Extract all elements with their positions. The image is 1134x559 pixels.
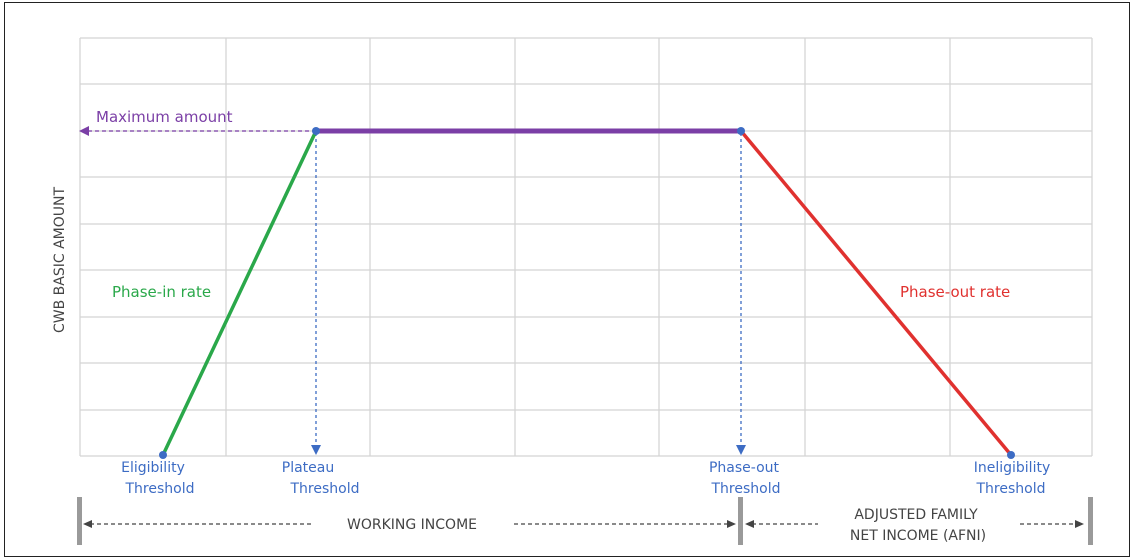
afni-arrow-right xyxy=(1075,520,1084,528)
phaseout-drop-arrowhead xyxy=(736,445,746,455)
phase-in-line xyxy=(161,130,318,456)
right-bracket-bar xyxy=(1088,497,1093,545)
ineligibility-threshold-label-line2: Threshold xyxy=(976,481,1046,497)
ineligibility-threshold-label-line1: Ineligibility xyxy=(974,460,1051,476)
y-axis-label: CWB BASIC AMOUNT xyxy=(52,187,68,333)
eligibility-point xyxy=(159,451,167,459)
plateau-drop-arrowhead xyxy=(311,445,321,455)
eligibility-threshold-label-line1: Eligibility xyxy=(121,460,185,476)
ineligibility-point xyxy=(1007,451,1015,459)
phaseout-threshold-label-line2: Threshold xyxy=(711,481,781,497)
afni-label-line1: ADJUSTED FAMILY xyxy=(854,507,978,523)
middle-bracket-bar xyxy=(738,497,743,545)
working-income-arrow-right xyxy=(727,520,736,528)
afni-arrow-left xyxy=(745,520,754,528)
eligibility-threshold-label-line2: Threshold xyxy=(125,481,195,497)
plateau-point xyxy=(312,127,320,135)
grid xyxy=(79,37,1093,457)
max-amount-arrowhead xyxy=(79,126,89,136)
phase-out-label: Phase-out rate xyxy=(900,283,1010,301)
working-income-label: WORKING INCOME xyxy=(347,517,477,533)
working-income-arrow-left xyxy=(83,520,92,528)
phase-out-line xyxy=(739,129,1013,457)
plateau-threshold-label-line1: Plateau xyxy=(282,460,334,476)
afni-label-line2: NET INCOME (AFNI) xyxy=(850,528,986,544)
phaseout-threshold-label-line1: Phase-out xyxy=(709,460,780,476)
left-bracket-bar xyxy=(77,497,82,545)
phase-in-label: Phase-in rate xyxy=(112,283,211,301)
figure-frame xyxy=(4,2,1130,557)
max-amount-label: Maximum amount xyxy=(96,108,233,126)
plateau-threshold-label-line2: Threshold xyxy=(290,481,360,497)
phaseout-point xyxy=(737,127,745,135)
